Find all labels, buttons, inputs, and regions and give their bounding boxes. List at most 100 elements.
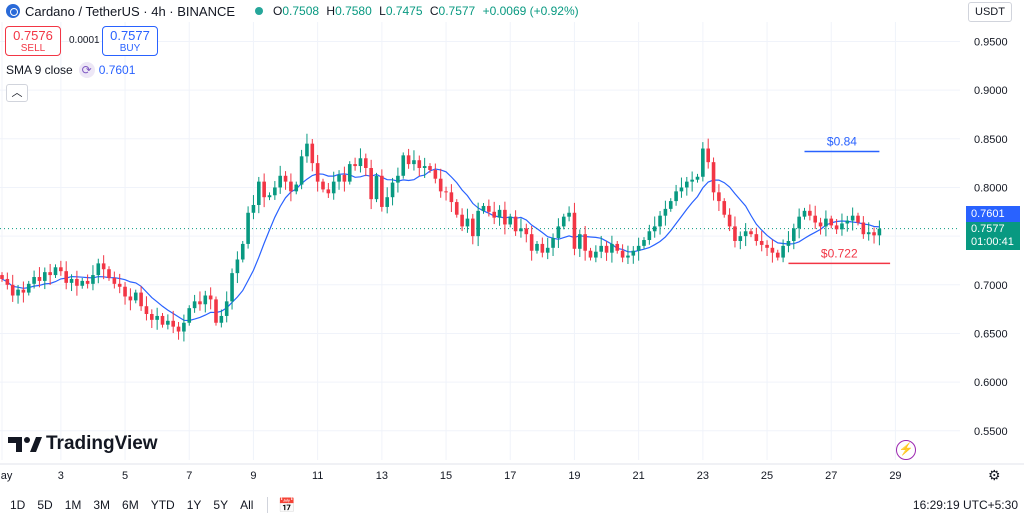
candle[interactable] bbox=[331, 171, 336, 200]
tradingview-logo[interactable]: TradingView bbox=[8, 433, 158, 455]
candle[interactable] bbox=[283, 171, 288, 190]
candle[interactable] bbox=[754, 227, 759, 246]
time-axis[interactable]: May 3 5 7 9 11 13 15 17 19 21 23 25 27 29 bbox=[0, 463, 1024, 482]
candle[interactable] bbox=[310, 138, 315, 172]
candle[interactable] bbox=[551, 233, 555, 256]
candle[interactable] bbox=[262, 173, 266, 208]
candle[interactable] bbox=[706, 138, 710, 169]
candle[interactable] bbox=[513, 210, 518, 236]
candle[interactable] bbox=[519, 218, 523, 238]
candle[interactable] bbox=[21, 281, 26, 303]
candle[interactable] bbox=[775, 249, 780, 261]
candle[interactable] bbox=[540, 237, 545, 258]
candle[interactable] bbox=[80, 277, 85, 289]
candle[interactable] bbox=[497, 205, 502, 226]
candle[interactable] bbox=[722, 198, 727, 218]
candle[interactable] bbox=[465, 208, 470, 233]
candle[interactable] bbox=[561, 213, 566, 230]
range-1d[interactable]: 1D bbox=[10, 498, 26, 512]
candle[interactable] bbox=[460, 208, 464, 232]
candle[interactable] bbox=[26, 280, 31, 296]
candle[interactable] bbox=[476, 202, 480, 247]
gear-icon[interactable]: ⚙ bbox=[988, 467, 1001, 483]
candle[interactable] bbox=[685, 176, 689, 196]
candle[interactable] bbox=[471, 213, 475, 245]
candle[interactable] bbox=[487, 199, 491, 217]
candle[interactable] bbox=[861, 216, 866, 239]
indicator-legend[interactable]: SMA 9 close ⟳ 0.7601 bbox=[6, 62, 135, 78]
collapse-legend-button[interactable]: ︿ bbox=[6, 84, 28, 102]
candle[interactable] bbox=[219, 309, 224, 328]
candle[interactable] bbox=[230, 268, 234, 310]
candle[interactable] bbox=[337, 170, 341, 190]
candle[interactable] bbox=[770, 239, 775, 263]
candle[interactable] bbox=[59, 260, 63, 276]
candle[interactable] bbox=[647, 224, 652, 245]
candle[interactable] bbox=[449, 184, 454, 212]
bolt-icon[interactable]: ⚡ bbox=[896, 440, 916, 460]
candle[interactable] bbox=[743, 223, 748, 247]
candle[interactable] bbox=[192, 294, 197, 313]
candle[interactable] bbox=[107, 266, 111, 281]
candle[interactable] bbox=[278, 165, 282, 194]
candle[interactable] bbox=[246, 206, 250, 249]
candle[interactable] bbox=[866, 222, 871, 241]
candle[interactable] bbox=[668, 198, 673, 212]
candle[interactable] bbox=[856, 212, 860, 226]
candle[interactable] bbox=[872, 227, 876, 244]
candle[interactable] bbox=[347, 161, 352, 185]
candle[interactable] bbox=[401, 152, 406, 179]
candle[interactable] bbox=[604, 241, 609, 261]
buy-button[interactable]: 0.7577 BUY bbox=[102, 26, 158, 56]
candle[interactable] bbox=[235, 251, 240, 284]
candle[interactable] bbox=[374, 172, 379, 203]
range-3m[interactable]: 3M bbox=[93, 498, 111, 512]
candle[interactable] bbox=[112, 271, 117, 289]
candle[interactable] bbox=[594, 245, 598, 263]
candle[interactable] bbox=[139, 286, 143, 311]
candle[interactable] bbox=[91, 265, 95, 291]
candle[interactable] bbox=[385, 187, 389, 214]
candle[interactable] bbox=[438, 168, 443, 198]
candle[interactable] bbox=[166, 314, 170, 330]
candle[interactable] bbox=[342, 166, 347, 192]
candle[interactable] bbox=[508, 213, 513, 228]
candle[interactable] bbox=[251, 195, 256, 220]
candle[interactable] bbox=[454, 199, 459, 218]
candle[interactable] bbox=[380, 169, 384, 212]
candle[interactable] bbox=[567, 206, 571, 222]
candle[interactable] bbox=[727, 208, 732, 232]
candle[interactable] bbox=[299, 149, 304, 190]
candle[interactable] bbox=[492, 201, 496, 225]
candle[interactable] bbox=[642, 237, 646, 249]
candle[interactable] bbox=[652, 216, 657, 238]
range-5y[interactable]: 5Y bbox=[213, 498, 229, 512]
candle[interactable] bbox=[481, 203, 486, 214]
candle[interactable] bbox=[792, 223, 796, 250]
candle[interactable] bbox=[369, 159, 373, 210]
candle[interactable] bbox=[808, 204, 812, 221]
candle[interactable] bbox=[144, 296, 149, 321]
candle[interactable] bbox=[781, 239, 785, 263]
calendar-icon[interactable]: 📅 bbox=[278, 496, 296, 513]
candle[interactable] bbox=[733, 216, 737, 248]
candle[interactable] bbox=[43, 267, 47, 290]
candle[interactable] bbox=[69, 274, 74, 292]
candle[interactable] bbox=[615, 241, 620, 254]
candle[interactable] bbox=[358, 148, 363, 173]
candle[interactable] bbox=[117, 273, 122, 294]
candle[interactable] bbox=[364, 153, 368, 177]
candle[interactable] bbox=[75, 270, 79, 296]
candle[interactable] bbox=[422, 157, 427, 178]
candle[interactable] bbox=[37, 267, 42, 288]
candle[interactable] bbox=[96, 258, 101, 284]
candle[interactable] bbox=[182, 314, 186, 342]
candle[interactable] bbox=[123, 282, 127, 305]
candle[interactable] bbox=[583, 226, 587, 261]
candle[interactable] bbox=[326, 182, 331, 198]
candle[interactable] bbox=[802, 207, 807, 220]
range-1m[interactable]: 1M bbox=[64, 498, 82, 512]
candle[interactable] bbox=[176, 321, 181, 340]
candle[interactable] bbox=[315, 154, 320, 192]
candle[interactable] bbox=[203, 290, 208, 313]
